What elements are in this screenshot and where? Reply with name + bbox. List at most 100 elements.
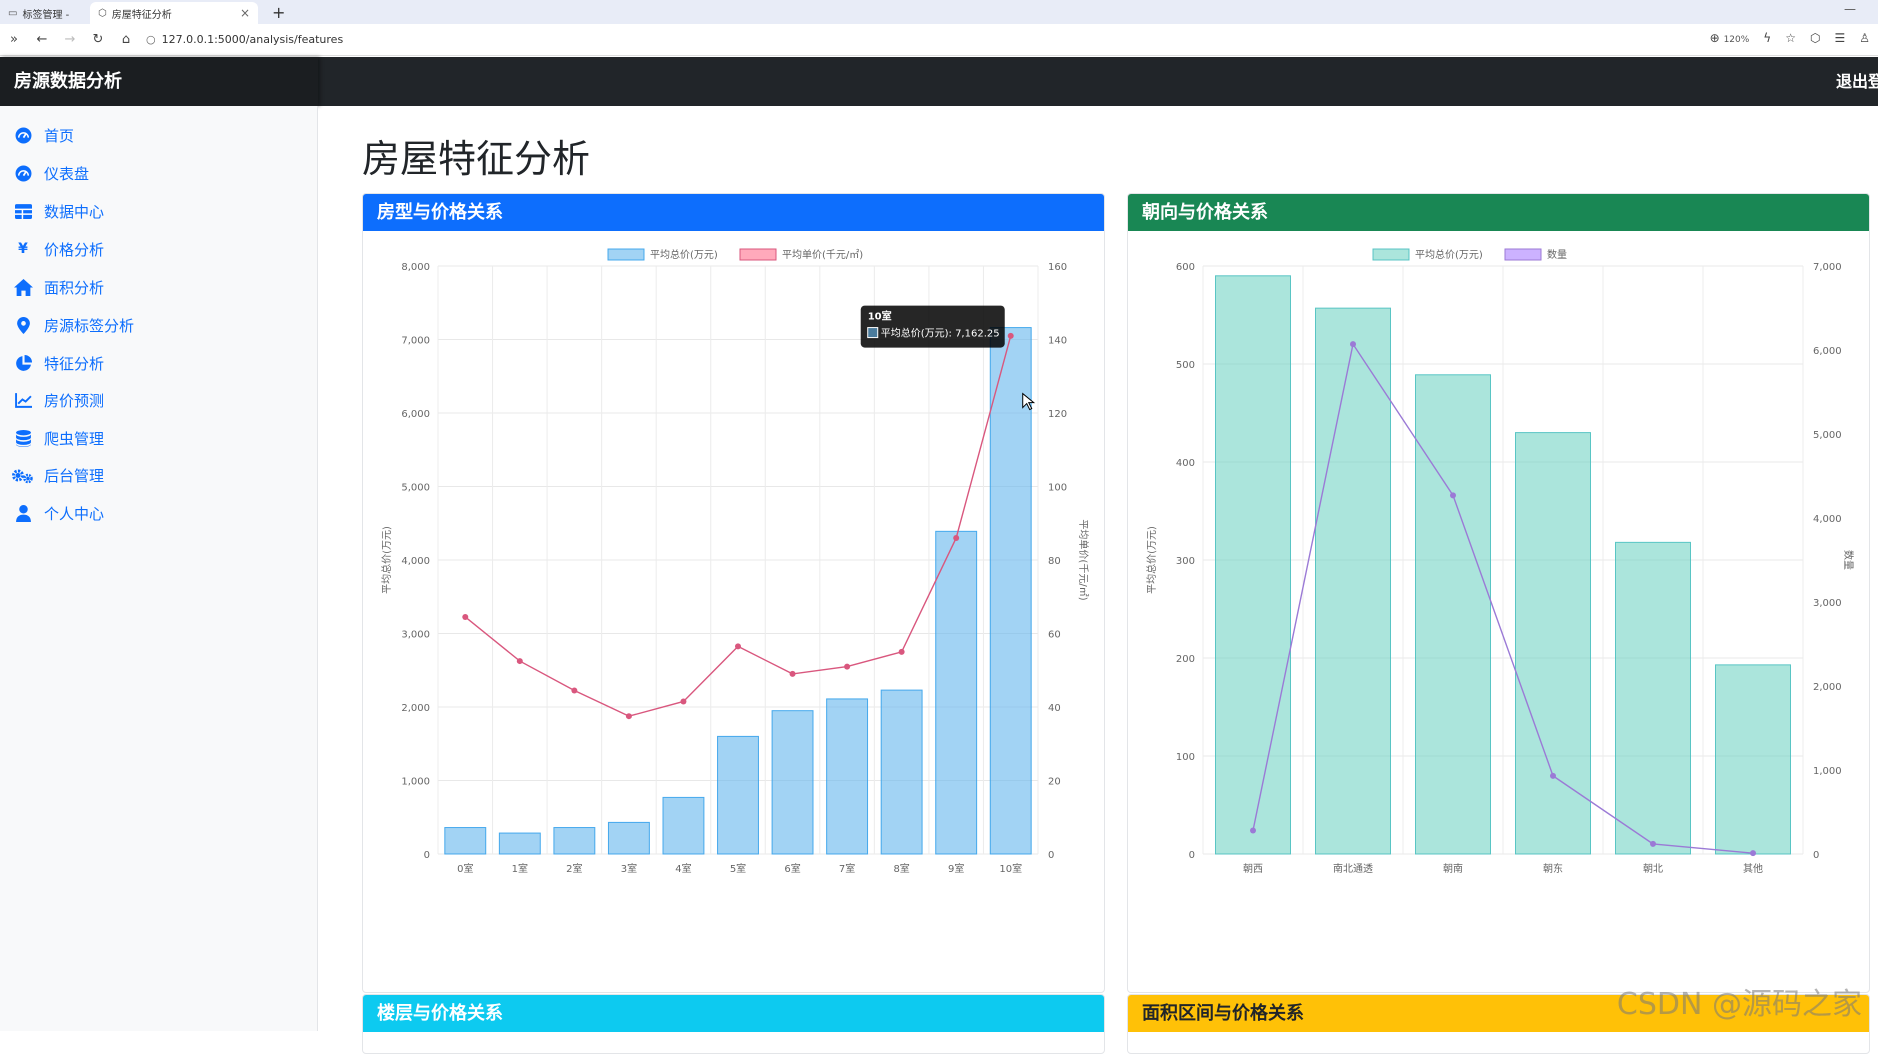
x-tick-label: 5室 xyxy=(730,862,746,875)
browser-tab-inactive[interactable]: ▭ 标签管理 - xyxy=(0,2,90,24)
chart-legend: 平均总价(万元)数量 xyxy=(1373,248,1567,261)
y-axis-title: 平均总价(万元) xyxy=(1145,526,1158,594)
x-tick-label: 0室 xyxy=(457,862,473,875)
forward-icon[interactable]: → xyxy=(56,32,84,47)
y-axis-title: 平均总价(万元) xyxy=(380,526,393,594)
y2-tick-label: 4,000 xyxy=(1813,514,1842,525)
x-tick-label: 朝东 xyxy=(1543,862,1563,875)
extensions-icon[interactable]: ⬡ xyxy=(1810,31,1820,45)
sidebar-item-label: 数据中心 xyxy=(44,201,104,222)
legend-swatch-line xyxy=(740,249,776,260)
bar xyxy=(1316,308,1391,854)
menu-icon[interactable]: ☰ xyxy=(1834,31,1845,45)
tooltip-swatch xyxy=(868,328,878,338)
sidebar-item-label: 首页 xyxy=(44,125,74,146)
tooltip-label: 平均总价(万元): 7,162.25 xyxy=(881,327,1000,340)
y-tick-label: 300 xyxy=(1176,556,1195,567)
x-tick-label: 3室 xyxy=(621,862,637,875)
browser-tab-active[interactable]: ⬡ 房屋特征分析 × xyxy=(90,2,258,24)
x-tick-label: 6室 xyxy=(784,862,800,875)
bar xyxy=(608,822,649,854)
bar xyxy=(1216,276,1291,854)
url-text: 127.0.0.1:5000/analysis/features xyxy=(162,33,344,46)
sidebar-item-area-analysis[interactable]: 面积分析 xyxy=(0,268,318,306)
sidebar-item-crawler[interactable]: 爬虫管理 xyxy=(0,419,318,457)
x-tick-label: 7室 xyxy=(839,862,855,875)
home-icon[interactable]: ⌂ xyxy=(112,32,140,47)
sidebar-item-price-prediction[interactable]: 房价预测 xyxy=(0,381,318,419)
line-point xyxy=(953,535,959,541)
sidebar-toggle-icon[interactable]: » xyxy=(0,32,28,47)
bar xyxy=(1716,665,1791,854)
window-minimize-icon[interactable]: — xyxy=(1844,2,1856,16)
logout-link[interactable]: 退出登录 xyxy=(1836,57,1878,106)
y2-tick-label: 0 xyxy=(1048,850,1054,861)
bar xyxy=(827,699,868,854)
bar xyxy=(554,828,595,854)
lightning-icon[interactable]: ϟ xyxy=(1763,31,1771,45)
sidebar-item-label: 房价预测 xyxy=(44,390,104,411)
sidebar-item-label: 爬虫管理 xyxy=(44,428,104,449)
line-point xyxy=(844,664,850,670)
bar xyxy=(445,828,486,854)
sidebar-item-feature-analysis[interactable]: 特征分析 xyxy=(0,344,318,382)
sidebar-item-data-center[interactable]: 数据中心 xyxy=(0,192,318,230)
y2-tick-label: 100 xyxy=(1048,483,1067,494)
bar xyxy=(718,736,759,854)
bookmark-star-icon[interactable]: ☆ xyxy=(1785,31,1796,45)
y-tick-label: 400 xyxy=(1176,458,1195,469)
y2-tick-label: 140 xyxy=(1048,336,1067,347)
y2-tick-label: 60 xyxy=(1048,630,1061,641)
search-icon: ○ xyxy=(146,33,156,46)
bar xyxy=(663,797,704,854)
x-tick-label: 2室 xyxy=(566,862,582,875)
y-tick-label: 5,000 xyxy=(401,483,430,494)
sidebar-item-label: 后台管理 xyxy=(44,465,104,486)
room-price-chart[interactable]: 平均总价(万元)平均单价(千元/㎡)01,0002,0003,0004,0005… xyxy=(363,231,1105,931)
sidebar-item-label: 特征分析 xyxy=(44,353,104,374)
back-icon[interactable]: ← xyxy=(28,32,56,47)
new-tab-button[interactable]: + xyxy=(272,3,285,22)
watermark: CSDN @源码之家 xyxy=(1617,979,1862,1023)
sidebar-item-admin[interactable]: 后台管理 xyxy=(0,456,318,494)
bar xyxy=(1416,375,1491,854)
sidebar-item-profile[interactable]: 个人中心 xyxy=(0,494,318,532)
x-tick-label: 4室 xyxy=(675,862,691,875)
tab-close-icon[interactable]: × xyxy=(240,6,250,20)
y2-tick-label: 6,000 xyxy=(1813,346,1842,357)
tab-label: 标签管理 - xyxy=(22,6,69,21)
card-header: 房型与价格关系 xyxy=(363,194,1104,231)
map-pin-icon xyxy=(12,317,34,334)
line-point xyxy=(1250,827,1256,833)
legend-label: 平均单价(千元/㎡) xyxy=(782,249,863,261)
tab-favicon-icon: ▭ xyxy=(8,8,17,19)
bar xyxy=(1616,542,1691,854)
line-point xyxy=(735,643,741,649)
bar xyxy=(936,531,977,854)
orientation-price-chart[interactable]: 平均总价(万元)数量010020030040050060001,0002,000… xyxy=(1128,231,1870,931)
url-input[interactable]: ○ 127.0.0.1:5000/analysis/features xyxy=(146,33,343,46)
brand-title[interactable]: 房源数据分析 xyxy=(0,57,318,106)
sidebar-item-home[interactable]: 首页 xyxy=(0,116,318,154)
bar xyxy=(499,833,540,854)
sidebar-item-label: 个人中心 xyxy=(44,503,104,524)
line-point xyxy=(1550,773,1556,779)
app-navbar: 房源数据分析 退出登录 xyxy=(0,57,1878,106)
profile-icon[interactable]: ♙ xyxy=(1859,31,1870,45)
browser-tab-bar: ▭ 标签管理 - ⬡ 房屋特征分析 × + — xyxy=(0,0,1878,24)
sidebar-item-tag-analysis[interactable]: 房源标签分析 xyxy=(0,306,318,344)
sidebar-item-price-analysis[interactable]: ¥ 价格分析 xyxy=(0,230,318,268)
line-chart-icon xyxy=(12,393,34,408)
y-tick-label: 7,000 xyxy=(401,336,430,347)
sidebar-item-dashboard[interactable]: 仪表盘 xyxy=(0,154,318,192)
y2-tick-label: 20 xyxy=(1048,777,1061,788)
reload-icon[interactable]: ↻ xyxy=(84,32,112,47)
floor-price-card: 楼层与价格关系 xyxy=(362,994,1105,1054)
zoom-indicator[interactable]: ⊕ 120% xyxy=(1710,31,1750,45)
home-icon xyxy=(12,279,34,296)
tab-favicon-icon: ⬡ xyxy=(98,8,107,19)
line-point xyxy=(899,649,905,655)
